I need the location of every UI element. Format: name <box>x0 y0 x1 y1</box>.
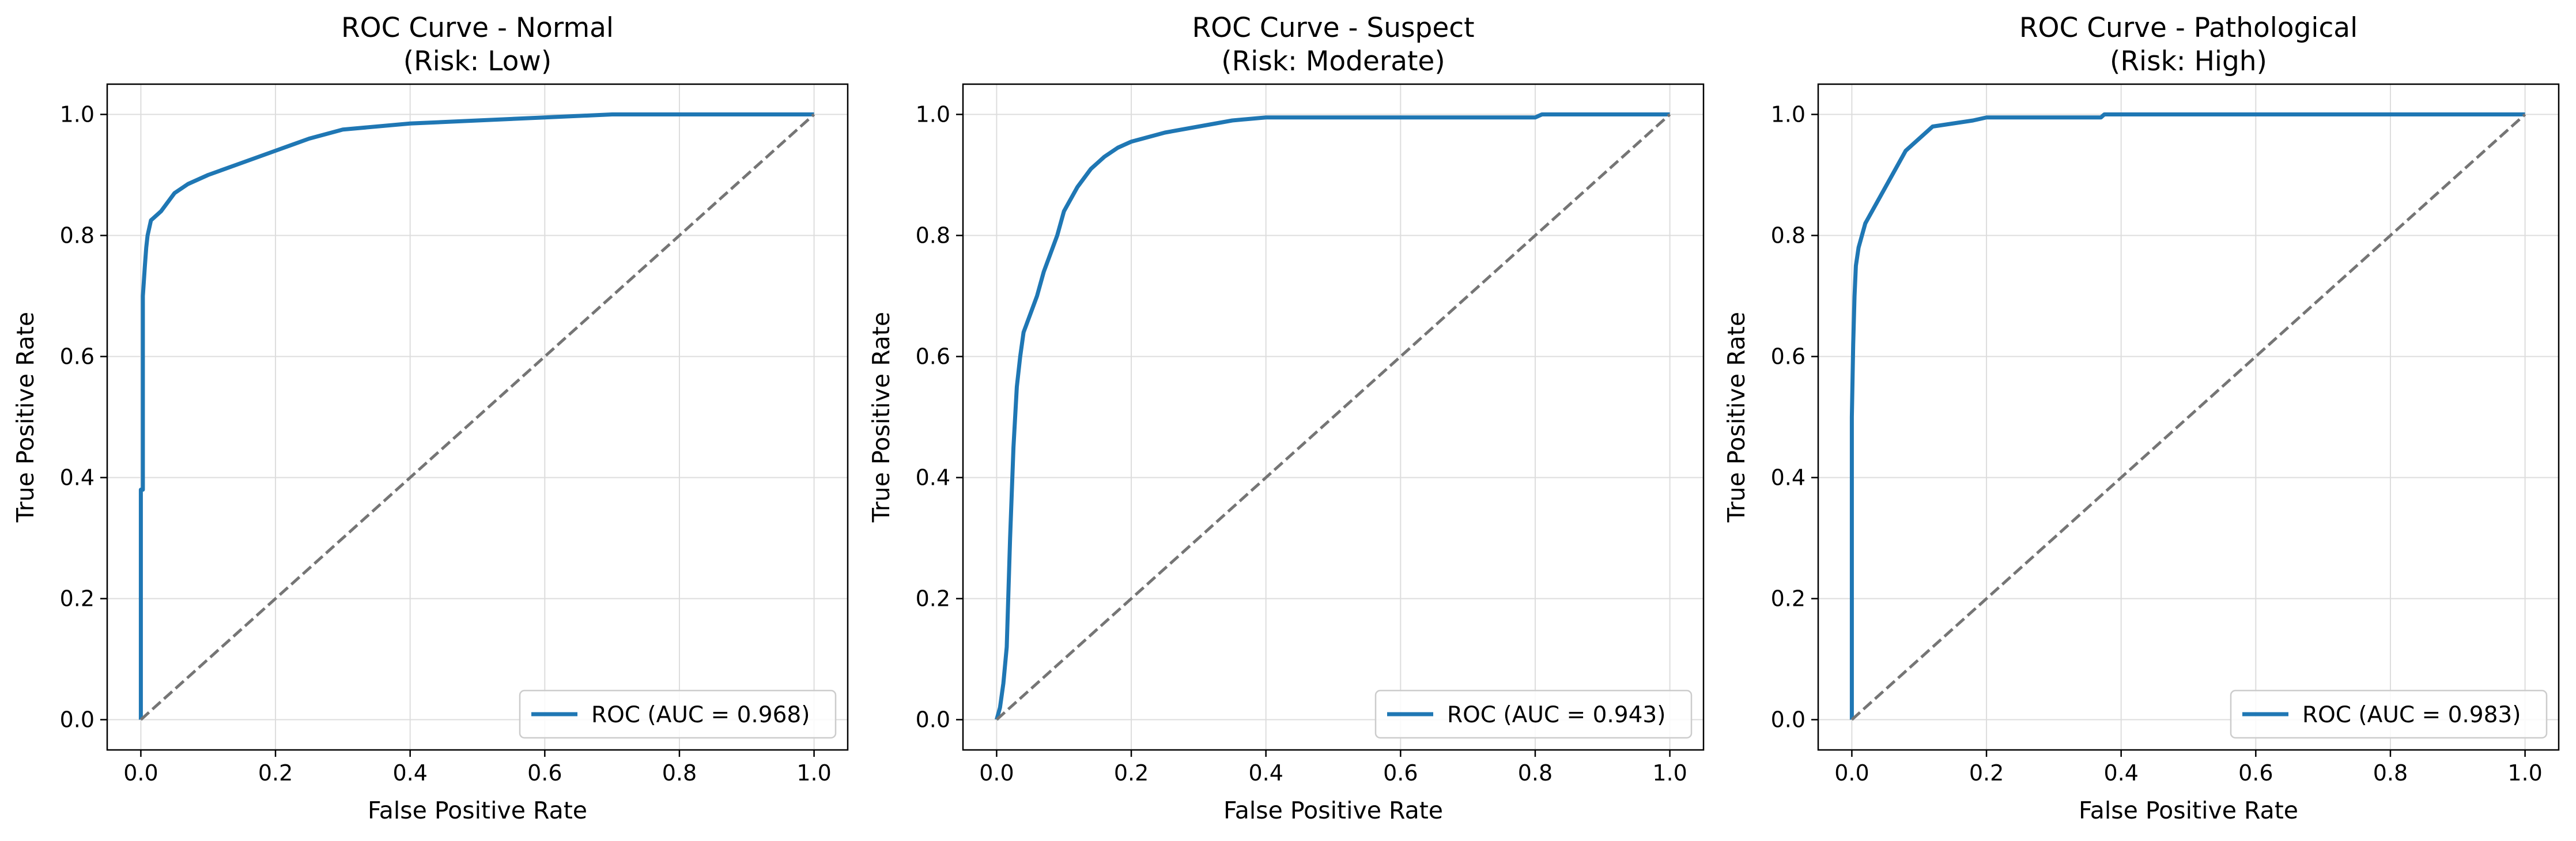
axes-frame <box>106 83 849 751</box>
legend: ROC (AUC = 0.983) <box>2230 689 2548 739</box>
legend-label: ROC (AUC = 0.968) <box>591 702 810 728</box>
chance-diagonal-line <box>139 113 815 721</box>
chance-diagonal-line <box>1850 113 2526 721</box>
chart-title: ROC Curve - Pathological <box>2019 12 2358 44</box>
y-axis-label: True Positive Rate <box>12 312 39 523</box>
roc-panel-3: 0.0 0.2 0.4 0.6 0.8 1.0 0.0 0.2 0.4 0.6 0.8 1.0 Fals… <box>1723 12 2560 824</box>
chance-diagonal-line <box>995 113 1671 721</box>
legend-label: ROC (AUC = 0.943) <box>1447 702 1665 728</box>
x-tick-label: 1.0 <box>1652 760 1687 786</box>
legend-box <box>1374 689 1693 739</box>
legend-box <box>2230 689 2548 739</box>
x-tick-label: 1.0 <box>2507 760 2542 786</box>
y-tick-label: 0.2 <box>916 586 950 612</box>
x-tick-label: 1.0 <box>796 760 831 786</box>
chart-subtitle: (Risk: Moderate) <box>1221 46 1445 77</box>
y-tick-label: 1.0 <box>1771 102 1806 127</box>
x-tick-label: 0.8 <box>2373 760 2408 786</box>
axes-frame <box>962 83 1705 751</box>
x-tick-label: 0.4 <box>2103 760 2138 786</box>
chart-title: ROC Curve - Suspect <box>1192 12 1474 44</box>
y-tick-label: 0.8 <box>60 223 95 248</box>
y-tick-label: 0.8 <box>916 223 950 248</box>
roc-curve-line <box>138 112 814 720</box>
y-tick-label: 0.6 <box>60 344 95 369</box>
x-tick-label: 0.6 <box>527 760 562 786</box>
y-tick-label: 0.4 <box>60 465 95 491</box>
legend-box <box>519 689 837 739</box>
axes-frame <box>1817 83 2560 751</box>
y-tick-label: 0.4 <box>916 465 950 491</box>
legend-label: ROC (AUC = 0.983) <box>2302 702 2521 728</box>
y-tick-label: 0.0 <box>60 707 95 733</box>
roc-curve-line <box>1849 112 2525 720</box>
roc-curve-line <box>995 112 1670 721</box>
x-tick-label: 0.0 <box>1834 760 1869 786</box>
roc-panel-2: 0.0 0.2 0.4 0.6 0.8 1.0 0.0 0.2 0.4 0.6 0.8 1.0 Fals… <box>867 12 1705 824</box>
x-tick-label: 0.8 <box>662 760 697 786</box>
x-axis-label: False Positive Rate <box>368 797 587 824</box>
x-tick-label: 0.2 <box>1114 760 1149 786</box>
y-tick-label: 0.0 <box>916 707 950 733</box>
y-axis-label: True Positive Rate <box>1723 312 1750 523</box>
y-axis-label: True Positive Rate <box>867 312 895 523</box>
x-axis-label: False Positive Rate <box>1223 797 1443 824</box>
x-tick-label: 0.0 <box>123 760 158 786</box>
chart-title: ROC Curve - Normal <box>341 12 614 44</box>
y-tick-label: 0.6 <box>916 344 950 369</box>
legend: ROC (AUC = 0.943) <box>1374 689 1693 739</box>
roc-panel-1: 0.0 0.2 0.4 0.6 0.8 1.0 0.0 0.2 0.4 0.6 0.8 1.0 Fals… <box>12 12 849 824</box>
x-axis-label: False Positive Rate <box>2079 797 2298 824</box>
y-tick-label: 0.8 <box>1771 223 1806 248</box>
y-tick-label: 0.0 <box>1771 707 1806 733</box>
x-tick-label: 0.6 <box>2238 760 2273 786</box>
chart-subtitle: (Risk: High) <box>2110 46 2267 77</box>
x-tick-label: 0.0 <box>979 760 1014 786</box>
y-tick-label: 1.0 <box>916 102 950 127</box>
y-tick-label: 0.2 <box>1771 586 1806 612</box>
x-tick-label: 0.2 <box>1969 760 2004 786</box>
x-tick-label: 0.8 <box>1518 760 1553 786</box>
legend: ROC (AUC = 0.968) <box>519 689 837 739</box>
x-tick-label: 0.4 <box>1248 760 1283 786</box>
y-tick-label: 0.6 <box>1771 344 1806 369</box>
y-tick-label: 1.0 <box>60 102 95 127</box>
y-tick-label: 0.2 <box>60 586 95 612</box>
x-tick-label: 0.6 <box>1383 760 1418 786</box>
x-tick-label: 0.2 <box>258 760 293 786</box>
chart-subtitle: (Risk: Low) <box>403 46 552 77</box>
x-tick-label: 0.4 <box>392 760 427 786</box>
y-tick-label: 0.4 <box>1771 465 1806 491</box>
